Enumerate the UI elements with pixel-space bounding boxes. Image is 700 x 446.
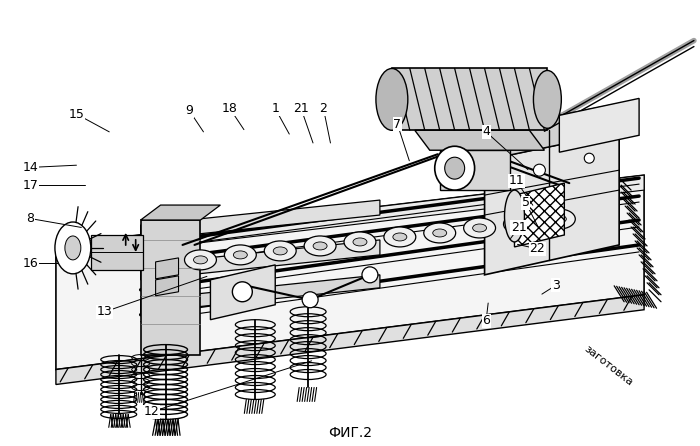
Polygon shape [141,275,380,313]
Polygon shape [484,132,620,275]
Text: 12: 12 [144,405,159,418]
Ellipse shape [444,157,465,179]
Polygon shape [155,276,178,296]
Polygon shape [141,205,220,220]
Polygon shape [211,265,275,320]
Ellipse shape [584,153,594,163]
Text: 8: 8 [27,212,34,225]
Text: 14: 14 [22,161,38,174]
Polygon shape [392,69,547,130]
Ellipse shape [463,218,496,238]
Polygon shape [484,103,620,160]
Text: 5: 5 [522,197,530,210]
Ellipse shape [353,238,367,246]
Ellipse shape [473,224,486,232]
Polygon shape [559,99,639,152]
Text: 17: 17 [22,179,38,192]
Ellipse shape [543,209,575,229]
Text: 21: 21 [293,102,309,115]
Ellipse shape [384,227,416,247]
Ellipse shape [552,215,566,223]
Ellipse shape [503,214,536,234]
Ellipse shape [233,251,247,259]
Text: 2: 2 [319,102,328,115]
Text: 6: 6 [482,314,490,327]
Ellipse shape [232,282,252,302]
Polygon shape [56,175,644,370]
Ellipse shape [265,241,296,261]
Text: 9: 9 [186,104,193,117]
Text: 18: 18 [222,102,238,115]
Polygon shape [56,295,644,384]
Polygon shape [415,130,545,150]
Text: 13: 13 [97,306,112,318]
Polygon shape [514,183,564,247]
Text: 15: 15 [69,107,85,120]
Polygon shape [141,200,380,240]
Ellipse shape [533,164,545,176]
Ellipse shape [193,256,207,264]
Polygon shape [56,175,644,260]
Text: 4: 4 [482,125,490,138]
Ellipse shape [304,236,336,256]
Polygon shape [155,258,178,279]
Ellipse shape [393,233,407,241]
Ellipse shape [424,223,456,243]
Ellipse shape [344,232,376,252]
Polygon shape [91,235,143,270]
Ellipse shape [435,146,475,190]
Polygon shape [141,240,380,280]
Ellipse shape [273,247,287,255]
Text: заготовка: заготовка [582,343,634,387]
Ellipse shape [362,267,378,283]
Text: 22: 22 [529,242,545,255]
Ellipse shape [512,220,526,228]
Ellipse shape [55,222,91,274]
Text: 11: 11 [508,174,524,187]
Text: 1: 1 [272,102,279,115]
Polygon shape [440,150,510,190]
Ellipse shape [376,69,408,130]
Text: ФИГ.2: ФИГ.2 [328,426,372,440]
Text: 3: 3 [552,279,560,292]
Text: 7: 7 [393,118,402,131]
Text: 16: 16 [22,256,38,269]
Ellipse shape [302,292,318,308]
Ellipse shape [65,236,80,260]
Ellipse shape [533,70,561,128]
Ellipse shape [505,190,524,242]
Ellipse shape [433,229,447,237]
Polygon shape [141,220,200,355]
Ellipse shape [225,245,256,265]
Ellipse shape [185,250,216,270]
Text: 21: 21 [511,221,526,234]
Ellipse shape [313,242,327,250]
